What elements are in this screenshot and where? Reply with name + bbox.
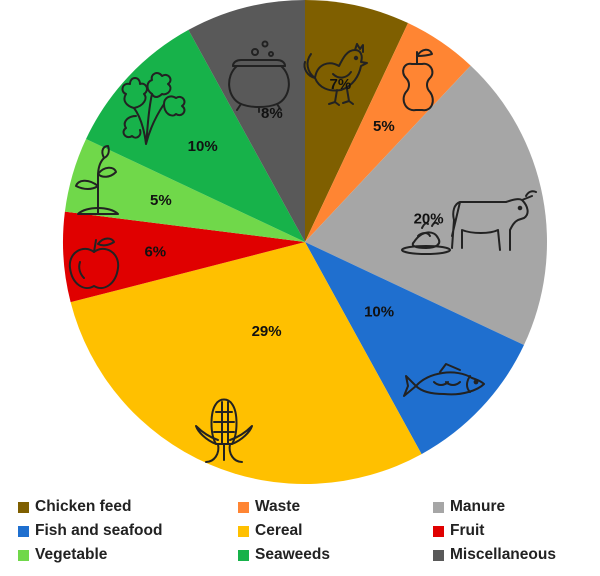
legend-item-chicken-feed: Chicken feed bbox=[18, 496, 238, 518]
legend-swatch bbox=[433, 501, 444, 513]
legend-item-vegetable: Vegetable bbox=[18, 544, 238, 566]
legend-swatch bbox=[18, 549, 29, 561]
slice-label: 5% bbox=[373, 118, 395, 135]
legend-label: Miscellaneous bbox=[450, 546, 556, 563]
sprout-icon bbox=[75, 145, 119, 215]
fish-icon bbox=[403, 363, 485, 397]
legend-item-miscellaneous: Miscellaneous bbox=[433, 544, 598, 566]
legend-item-waste: Waste bbox=[238, 496, 433, 518]
legend-item-seaweeds: Seaweeds bbox=[238, 544, 433, 566]
legend-label: Vegetable bbox=[35, 546, 108, 563]
slice-label: 29% bbox=[252, 323, 282, 340]
legend-label: Manure bbox=[450, 498, 506, 515]
legend-swatch bbox=[238, 501, 249, 513]
cauldron-icon bbox=[228, 40, 290, 113]
legend-label: Cereal bbox=[255, 522, 303, 539]
legend-label: Waste bbox=[255, 498, 301, 515]
apple-icon bbox=[68, 237, 120, 289]
seaweed-icon bbox=[121, 72, 186, 145]
legend-label: Chicken feed bbox=[35, 498, 132, 515]
slice-label: 6% bbox=[144, 243, 166, 260]
cow-icon bbox=[401, 190, 537, 255]
corn-icon bbox=[195, 398, 253, 463]
pie-slice-manure bbox=[305, 65, 548, 346]
pie-slice-chicken-feed bbox=[305, 0, 409, 242]
legend-swatch bbox=[433, 525, 444, 537]
legend-item-cereal: Cereal bbox=[238, 520, 433, 542]
legend-swatch bbox=[238, 525, 249, 537]
slice-label: 5% bbox=[150, 192, 172, 209]
slice-label: 20% bbox=[414, 210, 444, 227]
legend-label: Seaweeds bbox=[255, 546, 330, 563]
pie-slice-vegetable bbox=[64, 138, 305, 242]
legend-label: Fish and seafood bbox=[35, 522, 163, 539]
slice-label: 7% bbox=[330, 76, 352, 93]
pie-slice-fish-and-seafood bbox=[305, 242, 524, 455]
legend-swatch bbox=[18, 501, 29, 513]
chicken-icon bbox=[303, 43, 368, 106]
legend: Chicken feed Waste Manure Fish and seafo… bbox=[18, 496, 598, 566]
slice-label: 8% bbox=[261, 105, 283, 122]
legend-item-fish-and-seafood: Fish and seafood bbox=[18, 520, 238, 542]
legend-item-manure: Manure bbox=[433, 496, 598, 518]
apple-core-icon bbox=[402, 48, 434, 112]
slice-label: 10% bbox=[188, 138, 218, 155]
legend-swatch bbox=[18, 525, 29, 537]
legend-swatch bbox=[238, 549, 249, 561]
pie-chart: 7% 5% 20% 10% 29% 6% 5% 10% 8% bbox=[63, 0, 548, 485]
legend-label: Fruit bbox=[450, 522, 485, 539]
slice-label: 10% bbox=[364, 304, 394, 321]
legend-item-fruit: Fruit bbox=[433, 520, 598, 542]
legend-swatch bbox=[433, 549, 444, 561]
pie-slice-fruit bbox=[63, 211, 306, 303]
pie-slice-cereal bbox=[70, 242, 422, 485]
